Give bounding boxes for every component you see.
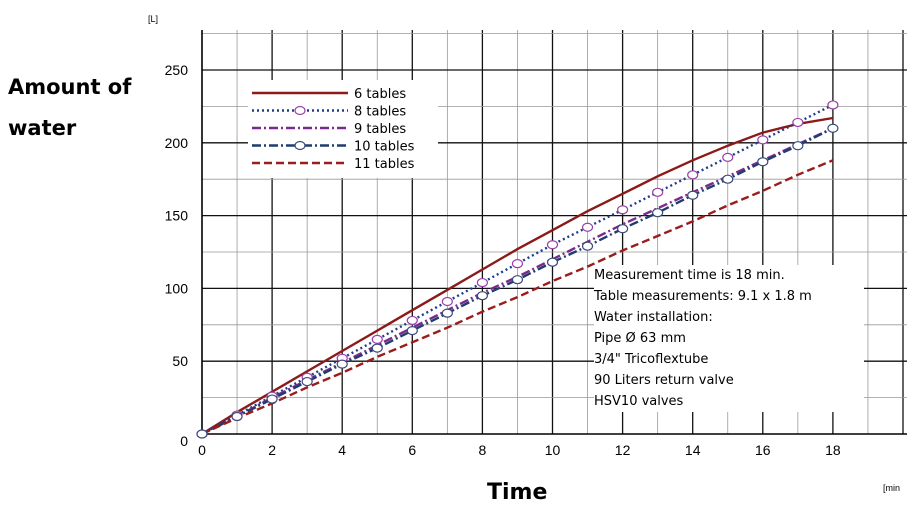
data-point: [406, 315, 418, 326]
x-tick-label: 18: [825, 442, 841, 458]
data-point: [371, 334, 383, 344]
x-tick-label: 4: [338, 442, 346, 458]
note-line-5: 3/4" Tricoflextube: [594, 352, 709, 367]
data-point: [722, 174, 734, 184]
note-line-6: 90 Liters return valve: [594, 373, 734, 388]
data-point: [687, 190, 699, 200]
data-point: [301, 376, 313, 387]
data-point: [757, 157, 769, 167]
data-point: [546, 240, 559, 250]
data-point: [266, 394, 278, 404]
data-point: [616, 205, 629, 215]
y-tick-label: 200: [165, 135, 189, 151]
data-point: [511, 275, 524, 285]
data-point: [476, 291, 488, 301]
legend-label: 9 tables: [354, 122, 406, 137]
data-point: [476, 277, 488, 288]
data-point: [441, 308, 453, 318]
note-line-3: Water installation:: [594, 310, 713, 325]
series-line-5: [201, 159, 834, 436]
data-point: [687, 170, 699, 180]
legend-label: 8 tables: [354, 105, 406, 120]
data-point: [722, 152, 734, 162]
y-tick-label: 150: [165, 208, 189, 224]
data-point: [371, 343, 383, 353]
x-tick-label: 6: [408, 442, 416, 458]
data-point: [616, 224, 629, 234]
data-point: [196, 429, 208, 439]
y-tick-label: 250: [165, 62, 189, 78]
data-point: [581, 222, 594, 232]
y-tick-label: 0: [180, 433, 188, 449]
tick-labels: 0 2 4 6 8 10 12 14 16 18 0 50 100 150 200 250: [165, 62, 841, 458]
y-tick-label: 100: [165, 280, 189, 296]
y-tick-label: 50: [172, 353, 188, 369]
data-point: [546, 257, 559, 267]
data-point: [792, 117, 804, 128]
x-axis-unit: [min: [883, 483, 901, 493]
data-point: [827, 123, 839, 133]
note-line-2: Table measurements: 9.1 x 1.8 m: [594, 289, 812, 304]
axes: [201, 30, 907, 435]
data-point: [231, 411, 243, 422]
measurement-note: Measurement time is 18 min. Table measur…: [594, 265, 864, 412]
data-point: [652, 187, 664, 197]
data-point: [581, 241, 594, 251]
y-axis-label-line2: water: [8, 116, 77, 140]
legend-swatches: 6 tables 8 tables 9 tables 10 tables 11 tabl…: [252, 87, 415, 172]
series-line-1: [201, 116, 834, 436]
data-point: [441, 296, 453, 307]
data-point: [757, 135, 769, 145]
legend: 6 tables 8 tables 9 tables 10 tables 11 tabl…: [248, 80, 438, 178]
note-line-4: Pipe Ø 63 mm: [594, 331, 686, 346]
legend-label: 11 tables: [354, 157, 415, 172]
x-tick-label: 14: [685, 442, 701, 458]
legend-marker: [294, 140, 306, 151]
data-point: [792, 141, 804, 151]
data-point: [406, 326, 418, 336]
x-tick-label: 0: [198, 442, 206, 458]
legend-label: 6 tables: [354, 87, 406, 102]
x-tick-label: 16: [755, 442, 771, 458]
y-axis-label-line1: Amount of: [8, 75, 132, 99]
note-line-7: HSV10 valves: [594, 394, 684, 409]
y-axis-unit: [L]: [148, 14, 159, 24]
data-point: [336, 359, 348, 369]
note-line-1: Measurement time is 18 min.: [594, 268, 785, 283]
legend-label: 10 tables: [354, 140, 415, 155]
legend-marker: [294, 105, 306, 116]
data-point: [827, 100, 839, 110]
x-tick-label: 8: [479, 442, 487, 458]
x-axis-label: Time: [487, 480, 548, 505]
data-point: [652, 208, 664, 218]
x-tick-label: 12: [615, 442, 631, 458]
x-tick-label: 10: [545, 442, 561, 458]
x-tick-label: 2: [268, 442, 276, 458]
series-markers: [196, 100, 839, 439]
data-point: [511, 259, 524, 269]
